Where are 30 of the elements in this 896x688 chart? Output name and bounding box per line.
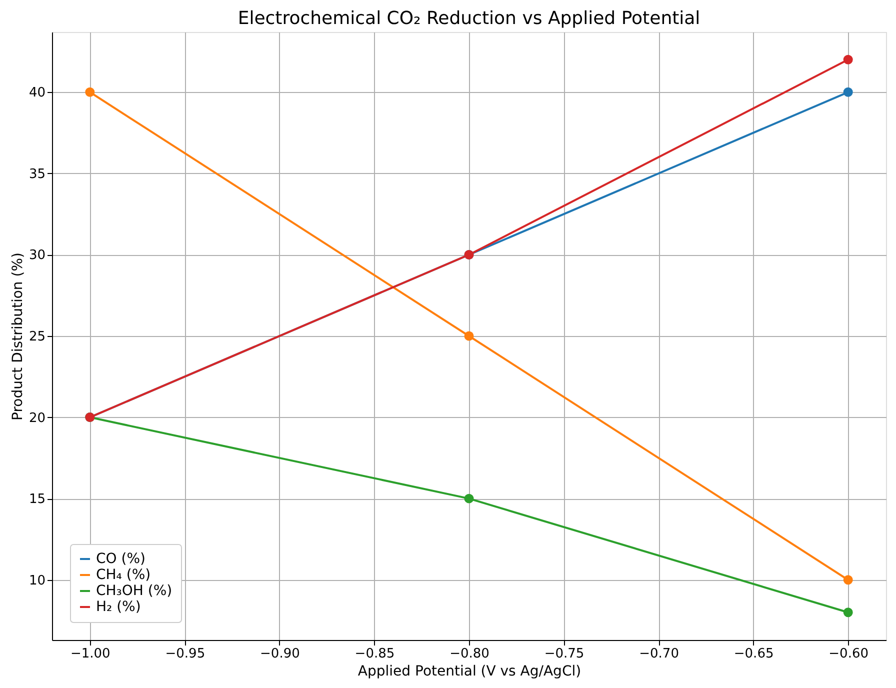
x-tick-label: −0.85 bbox=[354, 646, 395, 662]
x-tick-label: −0.70 bbox=[639, 646, 679, 662]
y-tick-label: 20 bbox=[28, 410, 46, 426]
y-tick-label: 15 bbox=[28, 492, 46, 508]
point bbox=[85, 87, 95, 97]
y-tick-label: 25 bbox=[28, 330, 46, 344]
point bbox=[843, 608, 853, 618]
x-tick-label: −0.75 bbox=[544, 646, 584, 662]
point bbox=[843, 87, 853, 97]
y-tick-label: 10 bbox=[28, 573, 46, 588]
x-tick-label: −0.65 bbox=[734, 646, 774, 662]
x-axis-title: Applied Potential (V vs Ag/AgCl) bbox=[358, 664, 582, 680]
x-tick-label: −0.80 bbox=[450, 646, 490, 662]
y-tick-label: 30 bbox=[28, 248, 46, 264]
x-tick-label: −0.90 bbox=[260, 646, 300, 662]
legend-label: H₂ (%) bbox=[96, 599, 141, 615]
y-tick-label: 40 bbox=[28, 86, 46, 101]
legend-label: CH₄ (%) bbox=[96, 567, 151, 583]
point bbox=[464, 494, 474, 504]
legend-label: CO (%) bbox=[96, 551, 146, 567]
point bbox=[464, 331, 474, 341]
chart-title: Electrochemical CO₂ Reduction vs Applied Potential bbox=[238, 8, 700, 29]
point bbox=[843, 54, 853, 64]
y-tick-label: 35 bbox=[28, 166, 46, 182]
legend-label: CH₃OH (%) bbox=[96, 583, 172, 599]
x-tick-label: −1.00 bbox=[70, 646, 110, 662]
y-axis-title: Product Distribution (%) bbox=[10, 252, 26, 420]
x-tick-label: −0.60 bbox=[828, 646, 869, 662]
point bbox=[843, 575, 853, 585]
x-tick-label: −0.95 bbox=[165, 646, 206, 662]
